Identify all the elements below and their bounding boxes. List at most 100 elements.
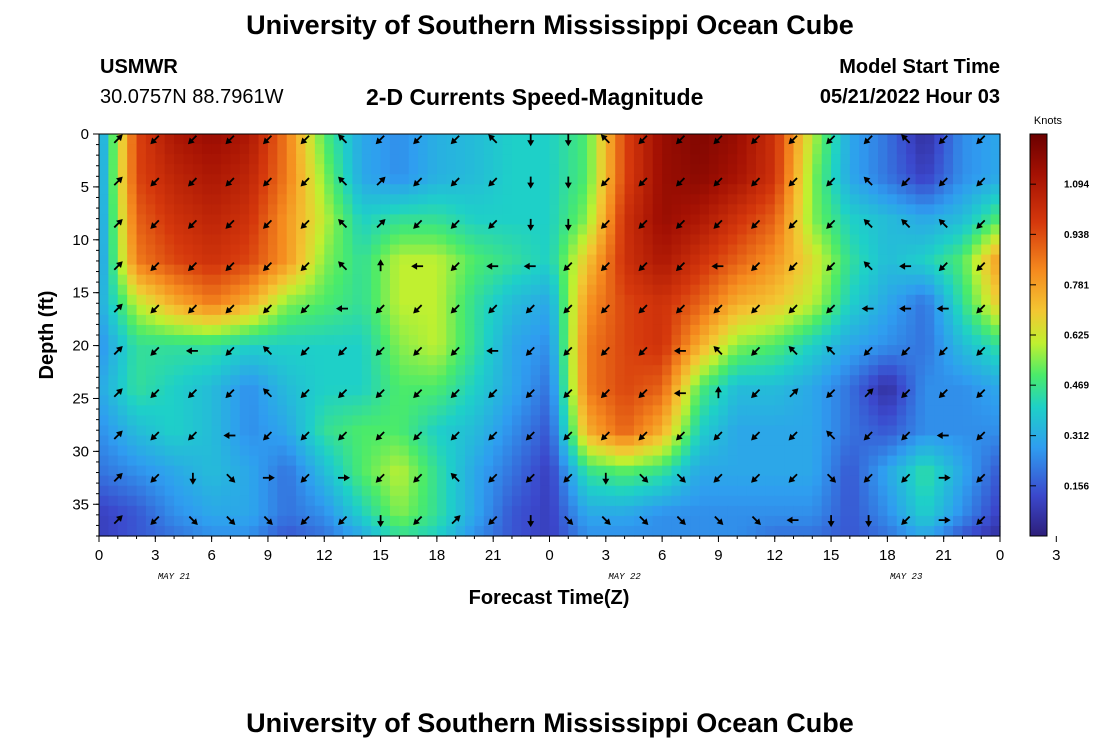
- heatmap-cell: [680, 385, 691, 396]
- heatmap-cell: [934, 335, 945, 346]
- heatmap-cell: [915, 395, 926, 406]
- heatmap-cell: [399, 345, 410, 356]
- heatmap-cell: [99, 465, 109, 477]
- current-vector-arrow: [863, 176, 873, 186]
- heatmap-cell: [859, 204, 870, 215]
- heatmap-cell: [511, 274, 522, 286]
- heatmap-cell: [633, 375, 644, 386]
- heatmap-cell: [211, 134, 222, 145]
- heatmap-cell: [343, 254, 354, 266]
- heatmap-cell: [549, 154, 560, 165]
- current-vector-arrow: [751, 389, 761, 399]
- heatmap-cell: [615, 335, 626, 346]
- heatmap-cell: [483, 254, 494, 266]
- heatmap-cell: [211, 164, 222, 175]
- heatmap-cell: [530, 214, 541, 226]
- heatmap-cell: [446, 324, 457, 336]
- arrow-head: [863, 176, 871, 184]
- heatmap-cell: [324, 274, 335, 286]
- heatmap-cell: [474, 495, 485, 507]
- arrow-head: [638, 349, 646, 356]
- heatmap-cell: [633, 144, 644, 155]
- heatmap-cell: [127, 264, 138, 276]
- heatmap-cell: [99, 445, 109, 457]
- heatmap-cell: [643, 365, 654, 376]
- current-vector-arrow: [376, 218, 386, 229]
- heatmap-cell: [352, 365, 363, 376]
- heatmap-cell: [924, 505, 935, 517]
- heatmap-cell: [455, 254, 466, 266]
- heatmap-cell: [718, 465, 729, 477]
- heatmap-cell: [511, 385, 522, 396]
- heatmap-cell: [352, 244, 363, 256]
- heatmap-cell: [981, 475, 992, 487]
- heatmap-cell: [849, 445, 860, 457]
- heatmap-cell: [418, 385, 429, 396]
- heatmap-cell: [755, 274, 766, 286]
- heatmap-cell: [568, 455, 579, 467]
- heatmap-cell: [840, 294, 851, 306]
- heatmap-cell: [174, 335, 185, 346]
- heatmap-cell: [784, 314, 795, 326]
- heatmap-cell: [840, 204, 851, 215]
- heatmap-cell: [699, 244, 710, 256]
- current-vector-arrow: [262, 388, 273, 398]
- heatmap-cell: [699, 355, 710, 366]
- heatmap-cell: [296, 324, 307, 336]
- heatmap-cell: [737, 395, 748, 406]
- heatmap-cell: [286, 495, 297, 507]
- heatmap-cell: [324, 324, 335, 336]
- current-vector-arrow: [262, 135, 273, 145]
- heatmap-cell: [962, 495, 973, 507]
- heatmap-cell: [493, 154, 504, 165]
- heatmap-cell: [305, 515, 316, 527]
- heatmap-cell: [990, 194, 1001, 205]
- heatmap-cell: [662, 184, 673, 195]
- arrow-head: [375, 306, 383, 314]
- heatmap-cell: [211, 365, 222, 376]
- heatmap-cell: [915, 184, 926, 195]
- heatmap-cell: [558, 495, 569, 507]
- heatmap-cell: [155, 525, 166, 537]
- heatmap-cell: [831, 214, 842, 226]
- heatmap-cell: [981, 505, 992, 517]
- heatmap-cell: [831, 134, 842, 145]
- heatmap-cell: [155, 194, 166, 205]
- heatmap-cell: [239, 184, 250, 195]
- heatmap-cell: [596, 134, 607, 145]
- heatmap-cell: [774, 294, 785, 306]
- heatmap-cell: [568, 505, 579, 517]
- heatmap-cell: [455, 385, 466, 396]
- heatmap-cell: [296, 134, 307, 145]
- heatmap-cell: [699, 505, 710, 517]
- heatmap-cell: [483, 204, 494, 215]
- heatmap-cell: [258, 375, 269, 386]
- arrow-head: [713, 137, 721, 145]
- heatmap-cell: [849, 515, 860, 527]
- heatmap-cell: [549, 475, 560, 487]
- heatmap-cell: [821, 355, 832, 366]
- heatmap-cell: [943, 375, 954, 386]
- heatmap-cell: [943, 144, 954, 155]
- heatmap-cell: [540, 515, 551, 527]
- heatmap-cell: [605, 164, 616, 175]
- heatmap-cell: [596, 144, 607, 155]
- arrow-head: [600, 349, 608, 356]
- heatmap-cell: [802, 365, 813, 376]
- heatmap-cell: [314, 475, 325, 487]
- heatmap-cell: [436, 174, 447, 185]
- heatmap-cell: [277, 244, 288, 256]
- heatmap-cell: [183, 385, 194, 396]
- heatmap-cell: [587, 284, 598, 296]
- heatmap-cell: [605, 244, 616, 256]
- heatmap-cell: [934, 294, 945, 306]
- heatmap-cell: [568, 234, 579, 246]
- heatmap-cell: [230, 144, 241, 155]
- heatmap-cell: [605, 505, 616, 517]
- heatmap-cell: [493, 475, 504, 487]
- heatmap-cell: [877, 164, 888, 175]
- heatmap-cell: [99, 365, 109, 376]
- heatmap-cell: [690, 184, 701, 195]
- heatmap-cell: [615, 254, 626, 266]
- heatmap-cell: [530, 264, 541, 276]
